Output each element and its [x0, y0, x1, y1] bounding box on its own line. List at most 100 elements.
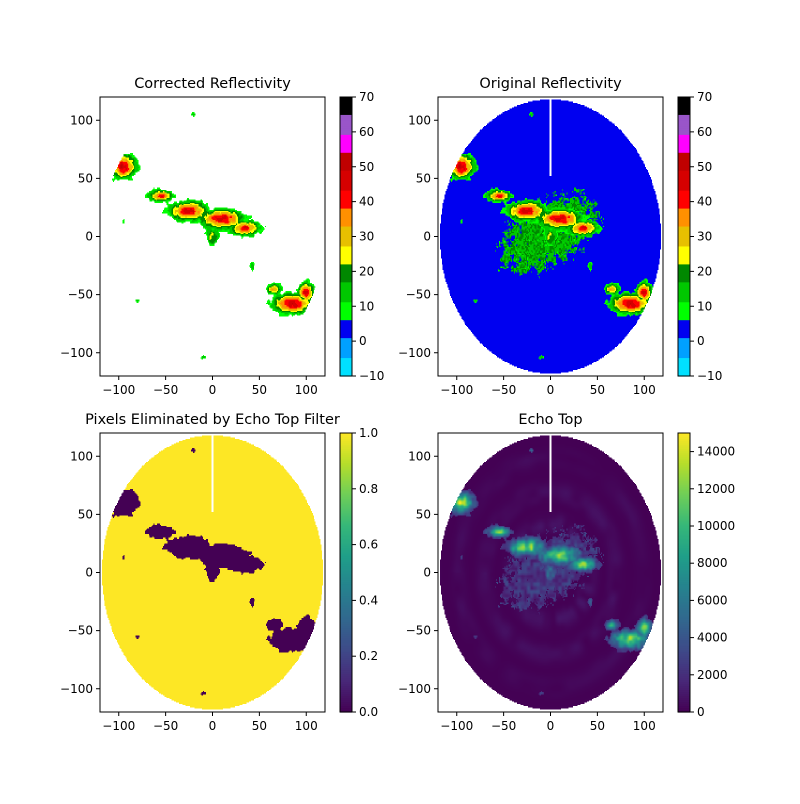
colorbar-swatch: [340, 298, 352, 301]
colorbar-swatch: [678, 464, 690, 468]
colorbar-1: −10 0 10 20 30 40 50 60 70: [677, 90, 722, 383]
colorbar-swatch: [340, 300, 352, 303]
colorbar-swatch: [340, 650, 352, 653]
colorbar-swatch: [678, 136, 690, 140]
colorbar-swatch: [340, 664, 352, 667]
colorbar-swatch: [340, 704, 352, 707]
colorbar-swatch: [340, 260, 352, 264]
colorbar-swatch: [678, 148, 690, 152]
colorbar-swatch: [340, 516, 352, 520]
colorbar-swatch: [340, 126, 352, 130]
colorbar-swatch: [340, 496, 352, 500]
colorbar-swatch: [678, 658, 690, 661]
x-tick-label: −50: [153, 383, 178, 397]
colorbar-swatch: [340, 194, 352, 198]
colorbar-swatch: [340, 560, 352, 564]
x-tick-label: 50: [590, 383, 605, 397]
colorbar-swatch: [340, 538, 352, 542]
y-tick-label: −100: [398, 346, 431, 360]
colorbar-swatch: [678, 328, 690, 331]
colorbar-swatch: [340, 684, 352, 687]
colorbar-swatch: [678, 600, 690, 603]
colorbar-swatch: [678, 354, 690, 357]
colorbar-swatch: [678, 536, 690, 540]
colorbar-tick-label: 1.0: [359, 426, 378, 440]
colorbar-swatch: [678, 462, 690, 466]
x-tick-label: 0: [209, 383, 217, 397]
colorbar-swatch: [340, 98, 352, 102]
colorbar-tick-label: 0: [359, 334, 367, 348]
colorbar-swatch: [678, 446, 690, 450]
colorbar-swatch: [678, 186, 690, 190]
colorbar-swatch: [340, 338, 352, 341]
colorbar-swatch: [678, 152, 690, 156]
colorbar-swatch: [678, 604, 690, 607]
colorbar-swatch: [340, 238, 352, 242]
colorbar-swatch: [678, 130, 690, 134]
colorbar-swatch: [678, 526, 690, 530]
colorbar-swatch: [678, 552, 690, 556]
colorbar-swatch: [678, 698, 690, 701]
colorbar-swatch: [678, 242, 690, 246]
colorbar-swatch: [340, 246, 352, 250]
colorbar-swatch: [340, 336, 352, 339]
colorbar-swatch: [340, 200, 352, 204]
colorbar-swatch: [678, 612, 690, 615]
colorbar-swatch: [340, 632, 352, 635]
colorbar-swatch: [340, 168, 352, 172]
colorbar-swatch: [340, 694, 352, 697]
colorbar-swatch: [340, 304, 352, 307]
colorbar-swatch: [340, 606, 352, 609]
colorbar-swatch: [340, 678, 352, 681]
colorbar-swatch: [340, 364, 352, 367]
colorbar-swatch: [678, 610, 690, 613]
colorbar-swatch: [678, 338, 690, 341]
colorbar-swatch: [340, 680, 352, 683]
colorbar-swatch: [340, 540, 352, 544]
colorbar-swatch: [340, 322, 352, 325]
colorbar-swatch: [340, 220, 352, 224]
x-tick-label: −100: [440, 383, 473, 397]
colorbar-swatch: [678, 522, 690, 526]
colorbar-swatch: [678, 310, 690, 313]
colorbar-swatch: [340, 170, 352, 174]
colorbar-swatch: [678, 290, 690, 293]
colorbar-swatch: [678, 642, 690, 645]
colorbar-tick-label: 0: [697, 705, 705, 719]
colorbar-swatch: [340, 528, 352, 532]
colorbar-tick-label: 0.6: [359, 538, 378, 552]
colorbar-swatch: [678, 434, 690, 438]
colorbar-swatch: [678, 230, 690, 234]
colorbar-swatch: [340, 636, 352, 639]
colorbar-swatch: [678, 472, 690, 476]
colorbar-swatch: [678, 568, 690, 572]
colorbar-swatch: [678, 668, 690, 671]
colorbar-swatch: [340, 268, 352, 271]
colorbar-swatch: [678, 546, 690, 550]
colorbar-swatch: [678, 330, 690, 333]
colorbar-swatch: [678, 672, 690, 675]
colorbar-swatch: [678, 370, 690, 373]
colorbar-swatch: [678, 322, 690, 325]
colorbar-swatch: [678, 140, 690, 144]
colorbar-swatch: [340, 698, 352, 701]
colorbar-swatch: [340, 452, 352, 456]
colorbar-swatch: [678, 200, 690, 204]
colorbar-swatch: [340, 456, 352, 460]
colorbar-swatch: [340, 344, 352, 347]
colorbar-swatch: [340, 644, 352, 647]
colorbar-swatch: [340, 190, 352, 194]
colorbar-swatch: [678, 162, 690, 166]
colorbar-swatch: [340, 104, 352, 108]
radar-image-1: [438, 97, 663, 376]
colorbar-swatch: [678, 708, 690, 711]
colorbar-swatch: [678, 646, 690, 649]
colorbar-swatch: [340, 614, 352, 617]
colorbar-swatch: [340, 106, 352, 110]
y-tick-label: 50: [78, 507, 93, 521]
colorbar-swatch: [678, 460, 690, 464]
colorbar-swatch: [678, 332, 690, 335]
colorbar-swatch: [678, 320, 690, 323]
